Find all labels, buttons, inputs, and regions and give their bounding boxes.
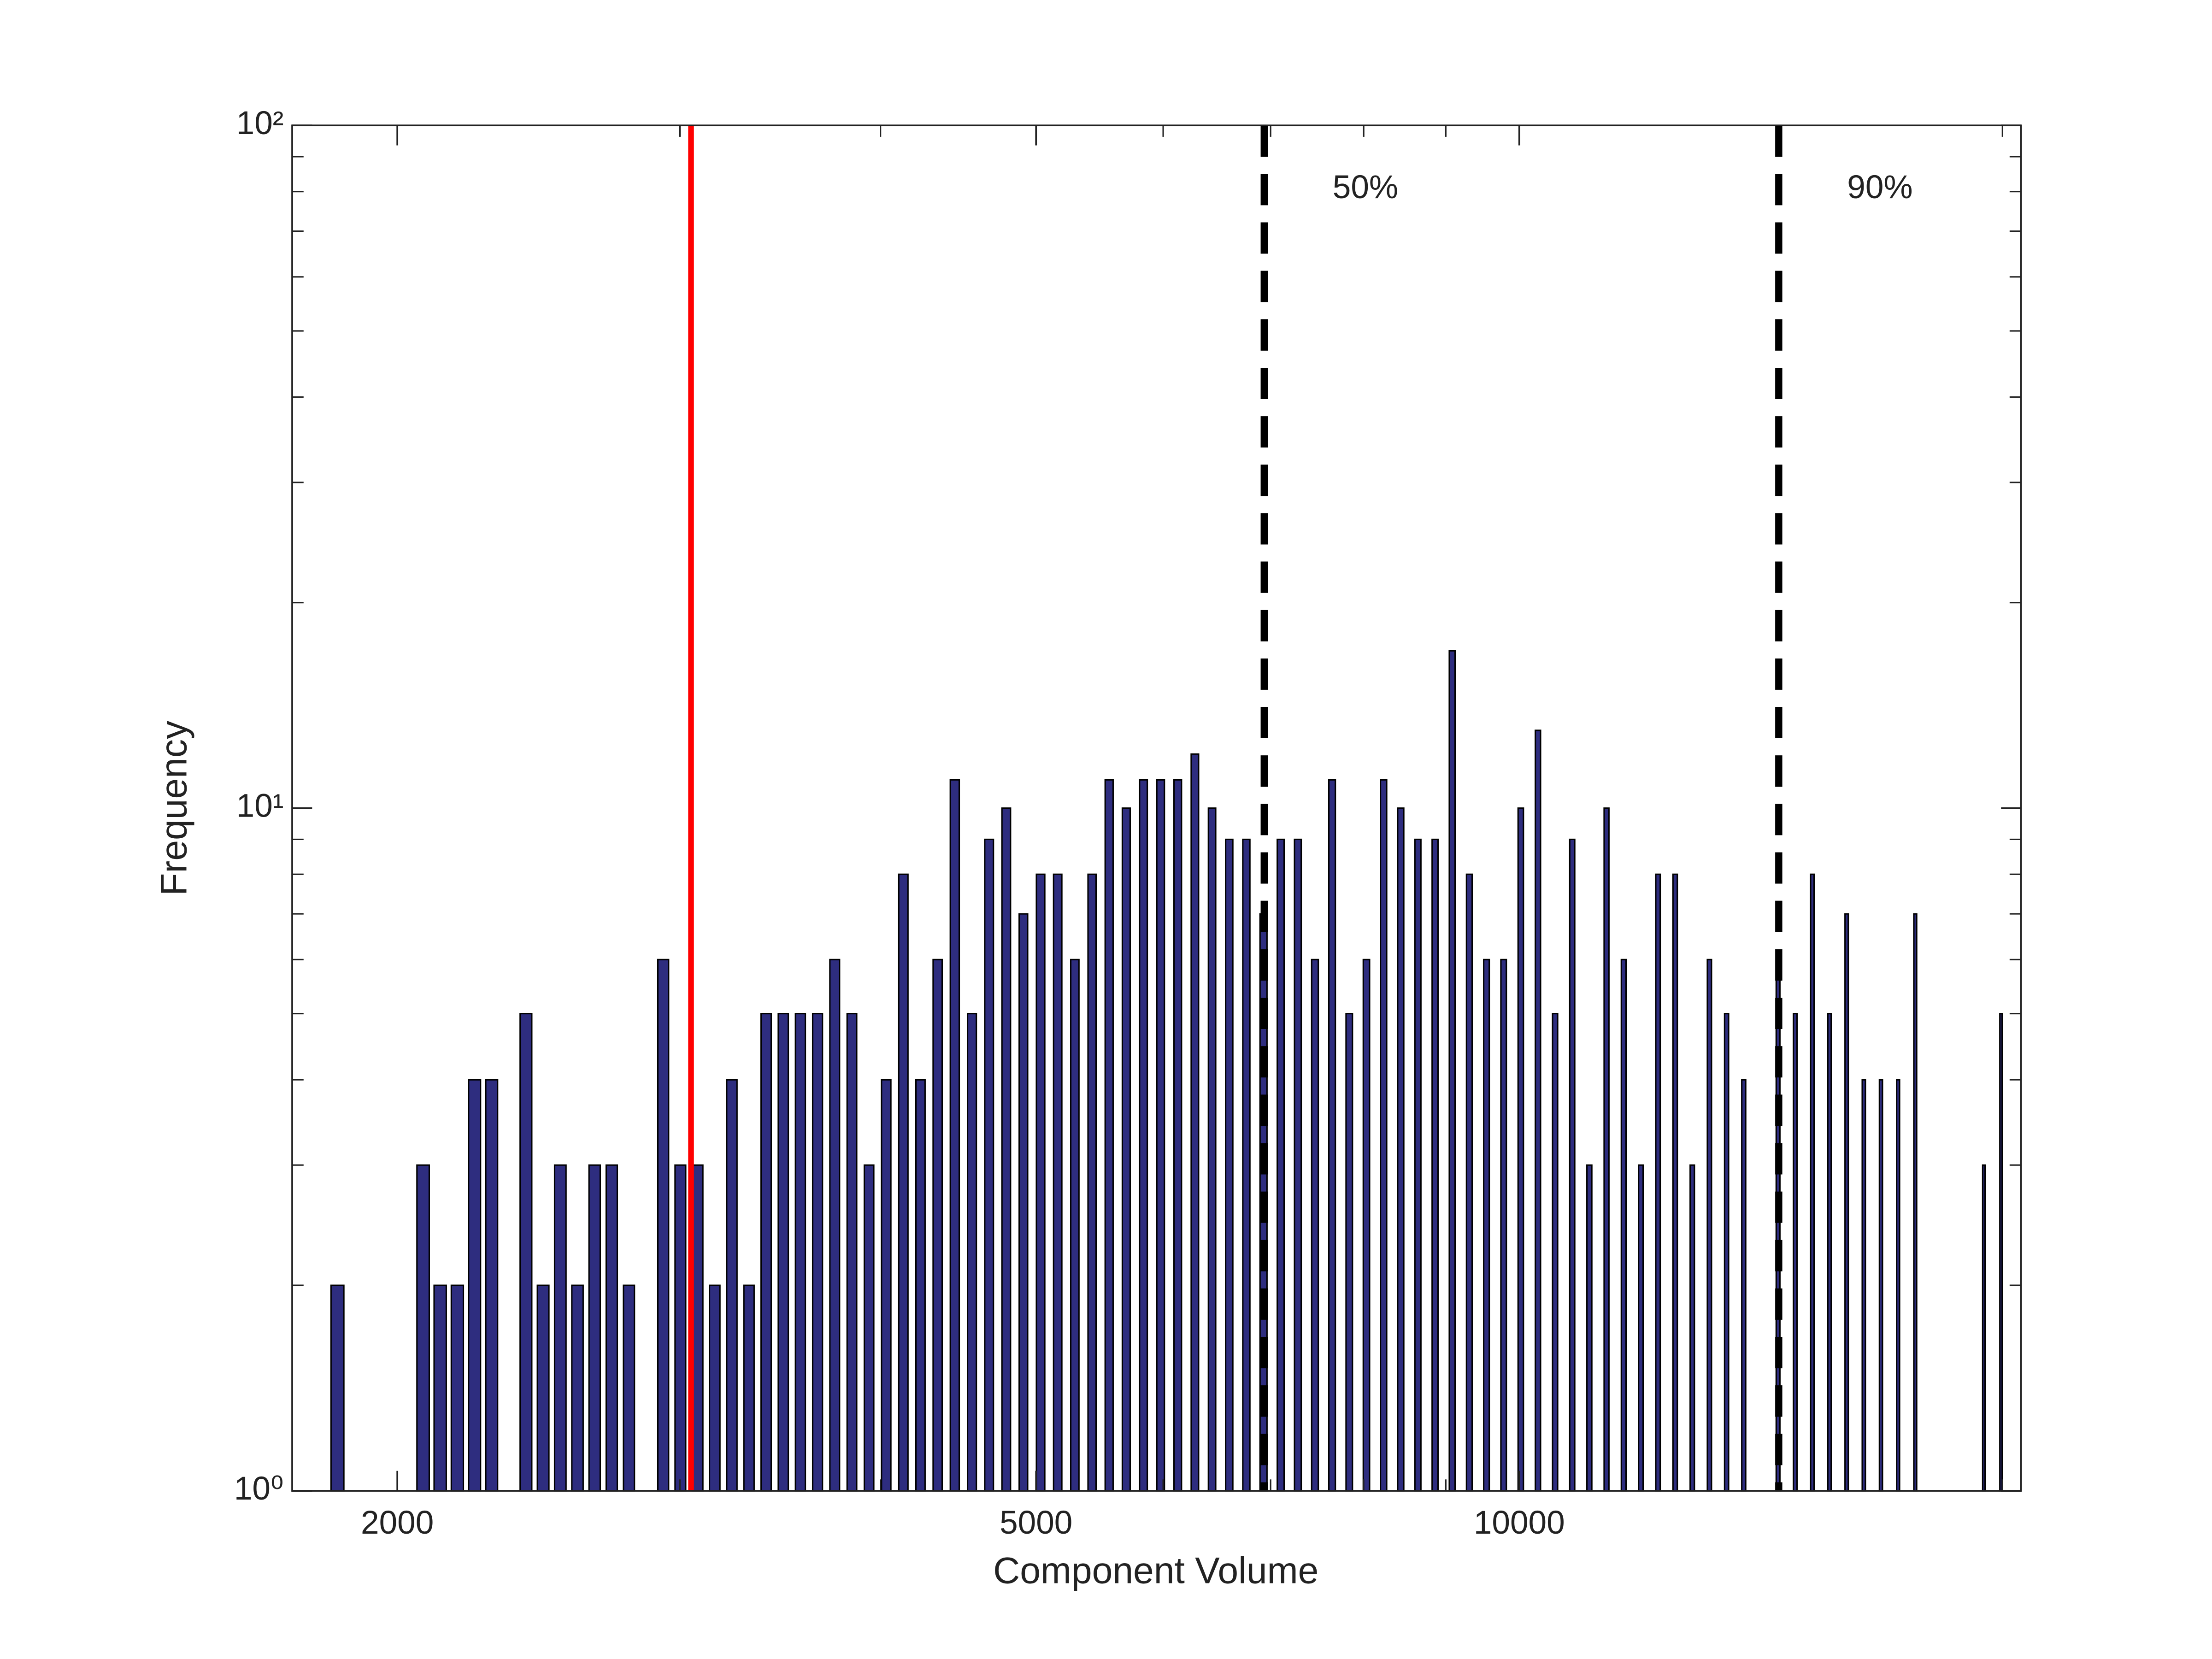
bar bbox=[760, 1013, 772, 1492]
bar bbox=[1706, 959, 1712, 1492]
bar bbox=[1844, 913, 1849, 1492]
bar bbox=[812, 1013, 824, 1492]
bar bbox=[1620, 959, 1627, 1492]
x-tick-label: 2000 bbox=[361, 1505, 434, 1541]
bar bbox=[1362, 959, 1371, 1492]
bar bbox=[468, 1079, 482, 1492]
bar bbox=[794, 1013, 806, 1492]
bar bbox=[1552, 1013, 1559, 1492]
bar bbox=[536, 1284, 550, 1492]
bar bbox=[1397, 807, 1405, 1492]
bar bbox=[1638, 1164, 1644, 1492]
y-tick-label: 10¹ bbox=[236, 788, 284, 824]
bar bbox=[1793, 1013, 1798, 1492]
bar bbox=[1827, 1013, 1832, 1492]
bar bbox=[726, 1079, 738, 1492]
x-tick-label: 10000 bbox=[1474, 1505, 1565, 1541]
bar bbox=[674, 1164, 687, 1492]
bar bbox=[1414, 838, 1422, 1492]
bar bbox=[1810, 873, 1815, 1492]
bar bbox=[1535, 729, 1541, 1492]
bar bbox=[1465, 873, 1473, 1492]
bar bbox=[1569, 838, 1576, 1492]
bar bbox=[1277, 838, 1285, 1492]
bar bbox=[709, 1284, 721, 1492]
bar bbox=[1724, 1013, 1730, 1492]
bar bbox=[1311, 959, 1319, 1492]
bar bbox=[553, 1164, 567, 1492]
bar bbox=[863, 1164, 875, 1492]
bar bbox=[829, 959, 841, 1492]
bar bbox=[1896, 1079, 1900, 1492]
bar bbox=[1018, 913, 1029, 1492]
bar bbox=[450, 1284, 465, 1492]
bar bbox=[1982, 1164, 1986, 1492]
bar bbox=[1087, 873, 1097, 1492]
y-axis-title: Frequency bbox=[153, 720, 195, 896]
bar bbox=[984, 838, 994, 1492]
bar bbox=[743, 1284, 755, 1492]
bar bbox=[1861, 1079, 1866, 1492]
bar bbox=[1053, 873, 1063, 1492]
bar bbox=[949, 779, 960, 1492]
bar bbox=[1139, 779, 1148, 1492]
bar bbox=[966, 1013, 977, 1492]
bar bbox=[1672, 873, 1678, 1492]
bar bbox=[330, 1284, 345, 1492]
bar bbox=[1156, 779, 1165, 1492]
bar bbox=[1294, 838, 1302, 1492]
bar bbox=[1689, 1164, 1695, 1492]
bar bbox=[1913, 913, 1918, 1492]
bar bbox=[1242, 838, 1251, 1492]
bar bbox=[932, 959, 943, 1492]
bar bbox=[1431, 838, 1439, 1492]
bar bbox=[416, 1164, 430, 1492]
bar bbox=[588, 1164, 601, 1492]
bar bbox=[1741, 1079, 1747, 1492]
bar bbox=[519, 1013, 533, 1492]
bar bbox=[1517, 807, 1524, 1492]
bar bbox=[691, 1164, 704, 1492]
bar bbox=[1207, 807, 1217, 1492]
bar bbox=[1121, 807, 1131, 1492]
bar bbox=[1225, 838, 1234, 1492]
x-axis-title: Component Volume bbox=[993, 1550, 1318, 1592]
bar bbox=[777, 1013, 789, 1492]
x-tick-label: 5000 bbox=[1000, 1505, 1072, 1541]
bar bbox=[1173, 779, 1182, 1492]
bar bbox=[1190, 753, 1200, 1492]
bar bbox=[915, 1079, 926, 1492]
bar bbox=[605, 1164, 618, 1492]
bar bbox=[1655, 873, 1661, 1492]
bar bbox=[898, 873, 909, 1492]
bar bbox=[1483, 959, 1490, 1492]
bar bbox=[485, 1079, 499, 1492]
bar bbox=[1070, 959, 1080, 1492]
bar bbox=[1104, 779, 1114, 1492]
y-tick-label: 10² bbox=[236, 105, 284, 141]
bar bbox=[1500, 959, 1507, 1492]
bar bbox=[433, 1284, 447, 1492]
reference-label: 50% bbox=[1333, 169, 1398, 206]
reference-label: 90% bbox=[1847, 169, 1912, 206]
bar bbox=[1586, 1164, 1593, 1492]
bar bbox=[571, 1284, 584, 1492]
bar bbox=[1345, 1013, 1353, 1492]
y-tick-label: 10⁰ bbox=[234, 1471, 284, 1507]
bar bbox=[1603, 807, 1610, 1492]
bar bbox=[1999, 1013, 2003, 1492]
bar bbox=[657, 959, 670, 1492]
bar bbox=[1380, 779, 1388, 1492]
bar bbox=[1035, 873, 1046, 1492]
bar bbox=[1878, 1079, 1883, 1492]
bar bbox=[1001, 807, 1012, 1492]
bar bbox=[881, 1079, 892, 1492]
bar bbox=[1448, 650, 1456, 1492]
bar bbox=[1328, 779, 1336, 1492]
bar bbox=[623, 1284, 635, 1492]
bar bbox=[846, 1013, 858, 1492]
